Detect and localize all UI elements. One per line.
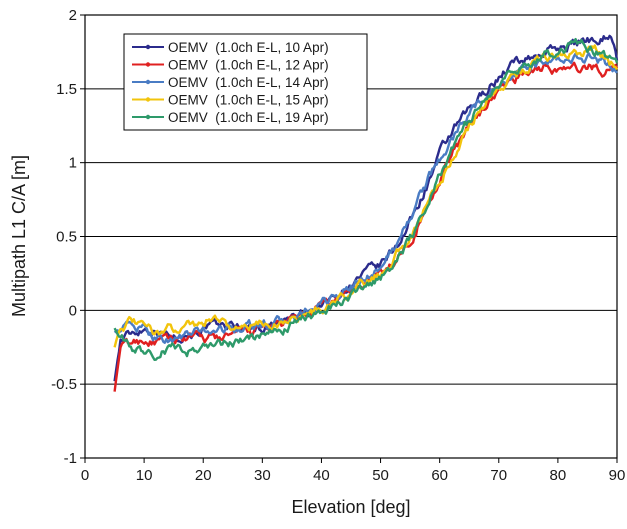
legend-items: OEMV (1.0ch E-L, 10 Apr) OEMV (1.0ch E-L,…: [132, 40, 329, 125]
legend-label-4: OEMV (1.0ch E-L, 15 Apr): [168, 93, 329, 108]
legend-label-1: OEMV (1.0ch E-L, 10 Apr): [168, 40, 329, 55]
x-tick-label: 20: [195, 467, 212, 484]
legend-marker-5: [145, 114, 151, 120]
legend-label-3: OEMV (1.0ch E-L, 14 Apr): [168, 75, 329, 90]
y-tick-label: 0.5: [56, 229, 77, 246]
y-tick-label: -1: [64, 450, 77, 467]
y-tick-label: 1: [69, 155, 77, 172]
x-axis-title: Elevation [deg]: [291, 497, 410, 517]
series-lines: [113, 34, 619, 392]
legend-box: [123, 33, 368, 131]
legend-marker-4: [145, 97, 151, 102]
x-tick-label: 10: [136, 467, 153, 484]
x-tick-label: 30: [254, 467, 271, 484]
legend-label-5: OEMV (1.0ch E-L, 19 Apr): [168, 110, 329, 125]
legend-marker-1: [145, 44, 151, 50]
axis-ticks: -1-0.500.511.520 10 20 30 40 50 60 70 80 90: [51, 7, 625, 484]
legend-marker-3: [145, 79, 151, 85]
x-tick-label: 40: [313, 467, 330, 484]
legend: OEMV (1.0ch E-L, 10 Apr) OEMV (1.0ch E-L,…: [123, 33, 368, 131]
x-tick-label: 50: [372, 467, 389, 484]
x-tick-label: 0: [81, 467, 89, 484]
y-tick-label: 0: [69, 302, 77, 319]
x-tick-label: 80: [550, 467, 567, 484]
y-tick-label: -0.5: [51, 376, 77, 393]
series-line-5: [113, 37, 619, 361]
legend-marker-2: [145, 62, 151, 67]
x-tick-label: 90: [609, 467, 626, 484]
series-line-1: [113, 34, 619, 382]
y-tick-label: 2: [69, 7, 77, 24]
x-tick-label: 70: [490, 467, 507, 484]
y-axis-title: Multipath L1 C/A [m]: [9, 155, 29, 317]
legend-label-2: OEMV (1.0ch E-L, 12 Apr): [168, 58, 329, 73]
y-tick-label: 1.5: [56, 81, 77, 98]
x-tick-label: 60: [431, 467, 448, 484]
